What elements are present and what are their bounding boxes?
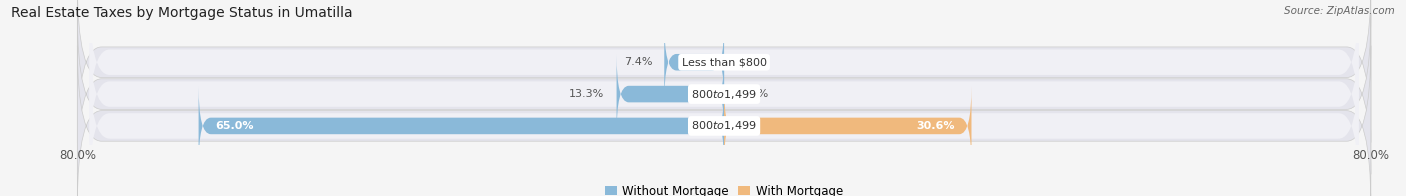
Text: 13.3%: 13.3% [569, 89, 605, 99]
Text: $800 to $1,499: $800 to $1,499 [692, 119, 756, 132]
Legend: Without Mortgage, With Mortgage: Without Mortgage, With Mortgage [600, 180, 848, 196]
FancyBboxPatch shape [77, 14, 1371, 174]
Text: Source: ZipAtlas.com: Source: ZipAtlas.com [1284, 6, 1395, 16]
FancyBboxPatch shape [617, 55, 724, 134]
Text: Less than $800: Less than $800 [682, 57, 766, 67]
Text: 0.0%: 0.0% [741, 57, 769, 67]
Text: $800 to $1,499: $800 to $1,499 [692, 88, 756, 101]
Text: 0.0%: 0.0% [741, 89, 769, 99]
FancyBboxPatch shape [77, 46, 1371, 196]
FancyBboxPatch shape [90, 59, 1358, 193]
FancyBboxPatch shape [90, 27, 1358, 161]
FancyBboxPatch shape [77, 0, 1371, 142]
Text: 7.4%: 7.4% [624, 57, 652, 67]
FancyBboxPatch shape [90, 0, 1358, 129]
FancyBboxPatch shape [724, 86, 972, 165]
Text: 30.6%: 30.6% [917, 121, 955, 131]
FancyBboxPatch shape [198, 86, 724, 165]
Text: Real Estate Taxes by Mortgage Status in Umatilla: Real Estate Taxes by Mortgage Status in … [11, 6, 353, 20]
FancyBboxPatch shape [664, 23, 724, 102]
Text: 65.0%: 65.0% [215, 121, 253, 131]
